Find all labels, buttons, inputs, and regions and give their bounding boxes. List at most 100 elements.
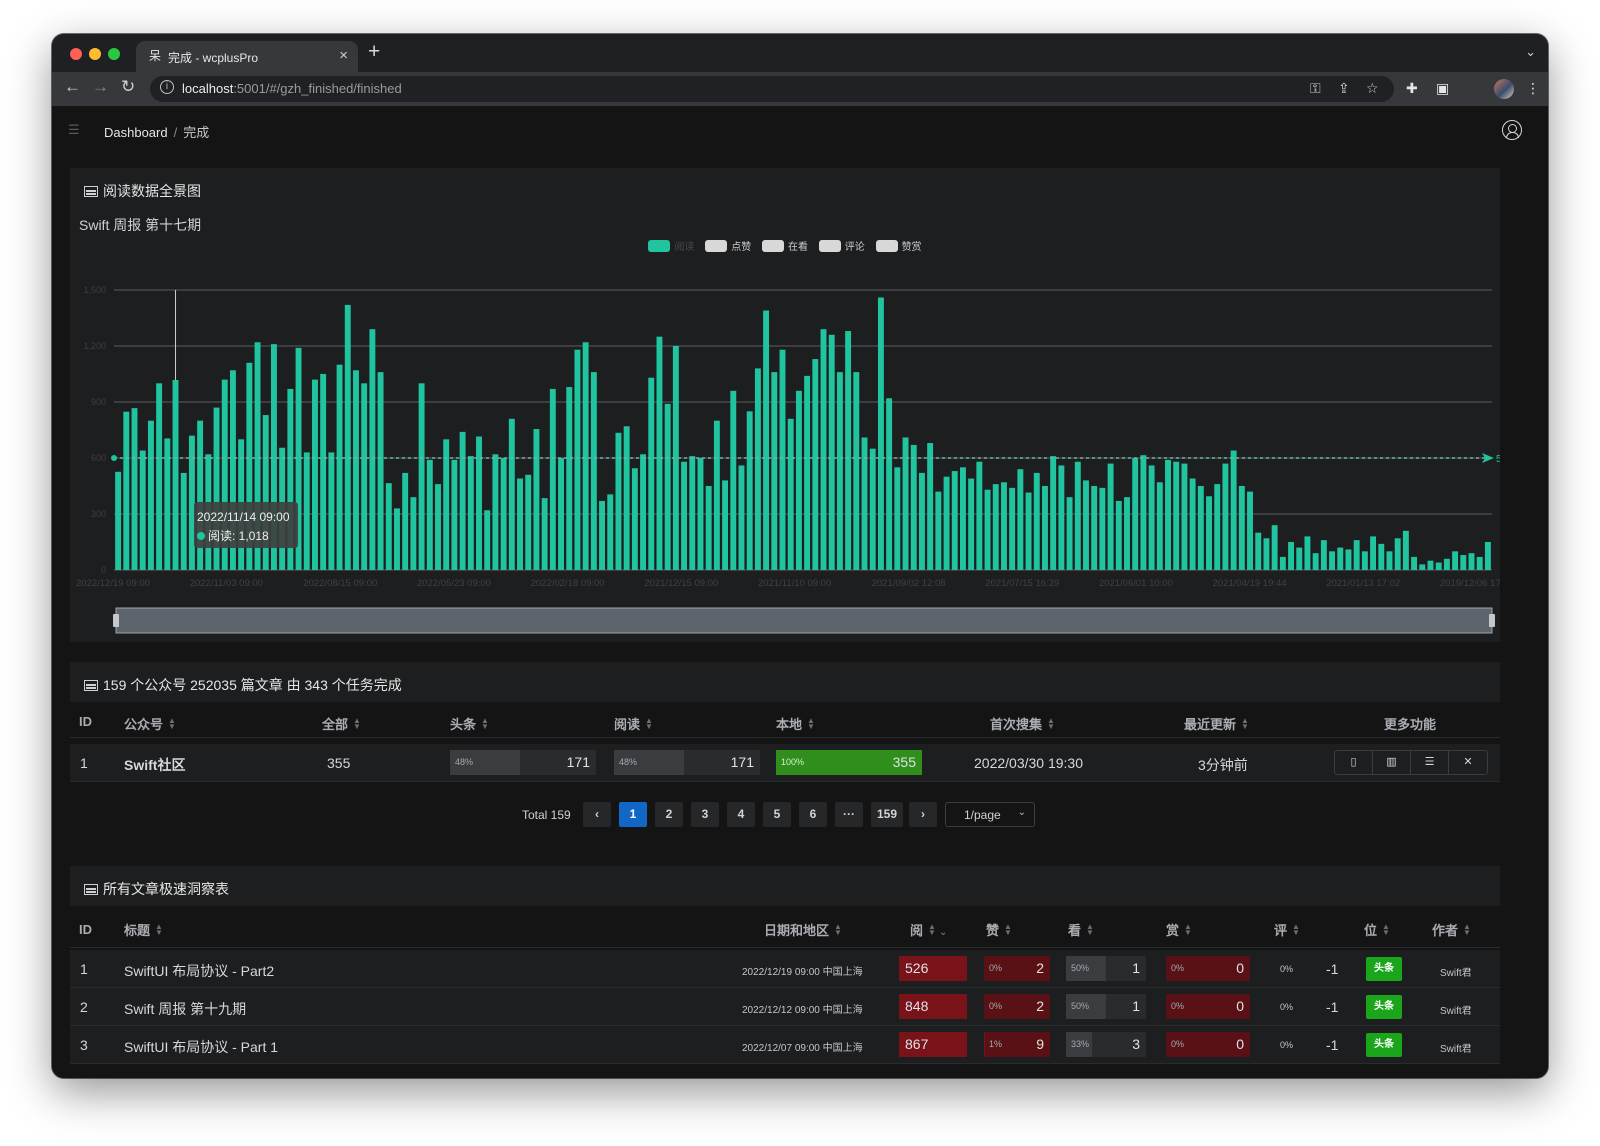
legend-item-like[interactable]: 点赞 [705, 238, 751, 253]
site-info-icon[interactable]: i [160, 80, 174, 94]
close-icon[interactable]: ✕ [1463, 756, 1473, 768]
page-size-select[interactable]: 1/page ⌄ [945, 802, 1035, 827]
page-4-button[interactable]: 4 [727, 802, 755, 827]
chart-bar [344, 304, 351, 570]
new-tab-icon[interactable]: + [368, 40, 381, 63]
zoom-handle-right[interactable] [1489, 614, 1495, 627]
sort-icon: ▲ ▼ [1004, 922, 1012, 937]
browser-menu-icon[interactable]: ⋮ [1526, 80, 1540, 96]
col-local[interactable]: 本地 ▲ ▼ [776, 716, 815, 733]
table-row[interactable]: 3 SwiftUI 布局协议 - Part 1 2022/12/07 09:00 中… [70, 1026, 1500, 1064]
legend-item-read[interactable]: 阅读 [648, 238, 694, 253]
close-window-button[interactable] [70, 48, 82, 60]
page-2-button[interactable]: 2 [655, 802, 683, 827]
like-pct: 0% [989, 1001, 1003, 1011]
back-icon[interactable]: ← [64, 77, 81, 96]
filter-chevron-icon: ⌄ [939, 927, 948, 938]
col-read[interactable]: 阅读 ▲ ▼ [614, 716, 653, 733]
chart-bar [1329, 551, 1336, 570]
col-read[interactable]: 阅 ▲ ▼ ⌄ [910, 922, 948, 939]
browser-tab[interactable]: 呆 完成 - wcplusPro × [136, 41, 358, 72]
table-row[interactable]: 2 Swift 周报 第十九期 2022/12/12 09:00 中国上海 848 0%… [70, 988, 1500, 1026]
chart-bar [1042, 486, 1048, 570]
user-account-icon[interactable] [1502, 120, 1522, 140]
page-ellipsis[interactable]: ··· [835, 802, 863, 827]
data-zoom-slider[interactable] [115, 607, 1493, 634]
read-cell: 526 [899, 956, 967, 981]
list-icon[interactable]: ☰ [1411, 751, 1449, 774]
side-panel-icon[interactable]: ▣ [1436, 80, 1450, 96]
sort-icon: ▲ ▼ [481, 716, 489, 731]
file-icon[interactable]: ▯ [1335, 751, 1373, 774]
cell-account-name[interactable]: Swift社区 [124, 757, 186, 773]
cell-date-region: 2022/12/07 09:00 中国上海 [742, 1043, 863, 1054]
col-account[interactable]: 公众号 ▲ ▼ [124, 716, 176, 733]
address-bar[interactable]: i localhost:5001/#/gzh_finished/finished… [150, 76, 1394, 102]
reward-value: 0 [1236, 960, 1244, 976]
col-like[interactable]: 赞 ▲ ▼ [986, 922, 1012, 939]
tab-search-chevron-icon[interactable]: ⌄ [1525, 44, 1536, 59]
minimize-window-button[interactable] [89, 48, 101, 60]
page-last-button[interactable]: 159 [871, 802, 903, 827]
col-total[interactable]: 全部 ▲ ▼ [322, 716, 361, 733]
zoom-handle-left[interactable] [113, 614, 119, 627]
page-3-button[interactable]: 3 [691, 802, 719, 827]
next-page-button[interactable]: › [909, 802, 937, 827]
sort-icon: ▲ ▼ [168, 716, 176, 731]
chart-bar [992, 484, 999, 570]
col-date-region[interactable]: 日期和地区 ▲ ▼ [764, 922, 842, 939]
col-comment[interactable]: 评 ▲ ▼ [1274, 922, 1300, 939]
chart-bar [615, 432, 622, 570]
table-row[interactable]: 1 SwiftUI 布局协议 - Part2 2022/12/19 09:00 中国… [70, 950, 1500, 988]
col-headline[interactable]: 头条 ▲ ▼ [450, 716, 489, 733]
tab-close-icon[interactable]: × [339, 47, 348, 64]
col-position[interactable]: 位 ▲ ▼ [1364, 922, 1390, 939]
col-title[interactable]: 标题 ▲ ▼ [124, 922, 163, 939]
bar-chart-icon[interactable]: ▥ [1373, 751, 1411, 774]
col-reward[interactable]: 赏 ▲ ▼ [1166, 922, 1192, 939]
chart-bar [607, 494, 614, 570]
comment-pct: 0% [1280, 964, 1294, 974]
page-6-button[interactable]: 6 [799, 802, 827, 827]
extensions-icon[interactable]: ✚ [1406, 80, 1418, 96]
forward-icon[interactable]: → [92, 77, 109, 96]
table-row[interactable]: 1 Swift社区 355 48% 171 48% 171 100% 355 [70, 744, 1500, 782]
col-first-collect[interactable]: 首次搜集 ▲ ▼ [990, 716, 1055, 733]
zoom-window-button[interactable] [108, 48, 120, 60]
profile-avatar[interactable] [1494, 79, 1514, 99]
row-actions: ▯ ▥ ☰ ✕ [1334, 750, 1488, 775]
legend-item-look[interactable]: 在看 [762, 238, 808, 253]
col-author[interactable]: 作者 ▲ ▼ [1432, 922, 1471, 939]
legend-item-reward[interactable]: 赞赏 [875, 238, 922, 253]
col-look[interactable]: 看 ▲ ▼ [1068, 922, 1094, 939]
sort-icon: ▲ ▼ [1184, 922, 1192, 937]
key-icon[interactable]: ⚿ [1310, 80, 1321, 96]
legend-item-comment[interactable]: 评论 [818, 238, 865, 253]
chart-bar [1033, 472, 1040, 570]
cell-title[interactable]: Swift 周报 第十九期 [124, 1001, 247, 1017]
prev-page-button[interactable]: ‹ [583, 802, 611, 827]
cell-title[interactable]: SwiftUI 布局协议 - Part 1 [124, 1039, 279, 1055]
share-icon[interactable]: ⇪ [1338, 80, 1350, 96]
chart-bar [1476, 556, 1483, 570]
chart-bar [328, 452, 335, 570]
sort-icon: ▲ ▼ [1463, 922, 1471, 937]
page-1-button[interactable]: 1 [619, 802, 647, 827]
page-5-button[interactable]: 5 [763, 802, 791, 827]
chart-bar [1296, 547, 1303, 570]
reload-icon[interactable]: ↻ [121, 77, 136, 96]
col-last-update[interactable]: 最近更新 ▲ ▼ [1184, 716, 1249, 733]
chart-title: Swift 周报 第十七期 [79, 217, 202, 233]
chart-bar [623, 426, 630, 570]
cell-title[interactable]: SwiftUI 布局协议 - Part2 [124, 963, 275, 979]
breadcrumb-dashboard[interactable]: Dashboard [104, 125, 168, 140]
reward-pct: 0% [1171, 963, 1185, 973]
menu-toggle-icon[interactable]: ☰ [68, 122, 80, 137]
sort-icon: ▲ ▼ [807, 716, 815, 731]
chart-bar [262, 415, 269, 570]
table-icon [84, 680, 98, 691]
chart-bar [246, 362, 253, 570]
chart-bar [877, 297, 884, 570]
chart-bar [1165, 459, 1171, 570]
bookmark-star-icon[interactable]: ☆ [1366, 80, 1379, 96]
